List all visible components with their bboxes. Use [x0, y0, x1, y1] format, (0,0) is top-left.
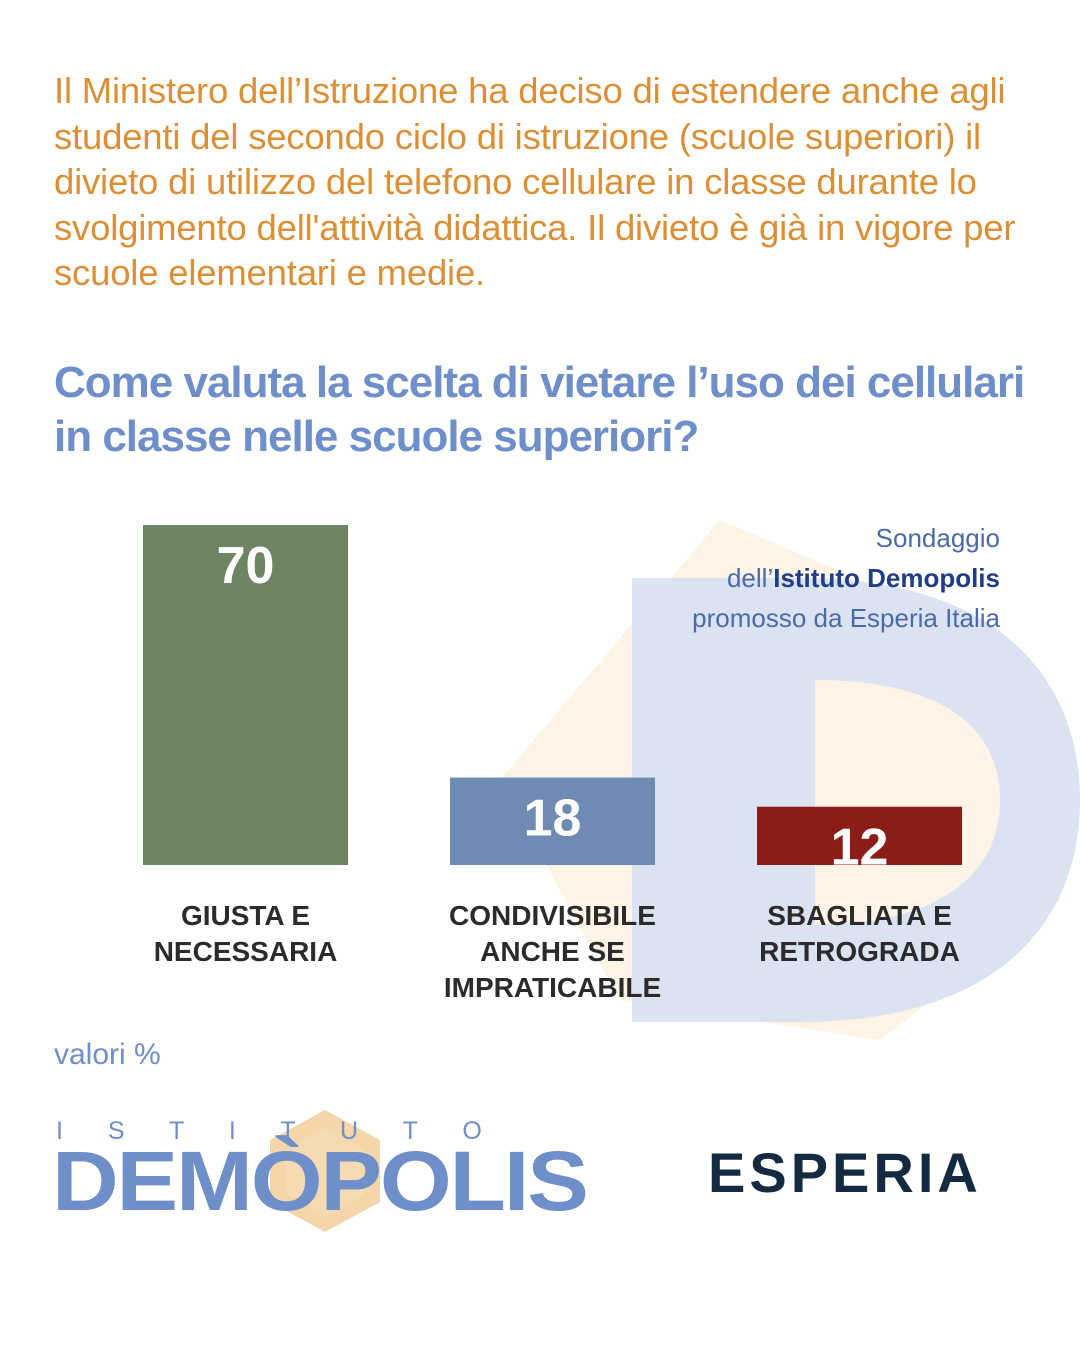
source-credit: Sondaggio dell’Istituto Demopolis promos…	[692, 518, 1000, 638]
bar-1	[143, 525, 348, 865]
bar-chart: 70 GIUSTA E NECESSARIA 18 CONDIVISIBILE ANCHE…	[143, 525, 962, 1003]
source-line-1: Sondaggio	[875, 523, 1000, 553]
unit-note: valori %	[54, 1038, 161, 1071]
bar-value-label-2: 18	[524, 790, 582, 848]
bar-value-label-1: 70	[217, 537, 275, 595]
source-line-3: promosso da Esperia Italia	[692, 603, 1000, 633]
bar-value-label-3: 12	[831, 819, 889, 877]
demopolis-logo-top: I S T I T U T O	[56, 1118, 616, 1144]
category-label-3: SBAGLIATA E RETROGRADA	[759, 900, 960, 967]
category-label-2: CONDIVISIBILE ANCHE SE IMPRATICABILE	[444, 900, 661, 1003]
intro-text: Il Ministero dell’Istruzione ha deciso d…	[54, 70, 1016, 293]
source-prefix: dell’	[726, 563, 774, 593]
demopolis-logo-top-text: I S T I T U T O	[56, 1117, 482, 1145]
esperia-logo: ESPERIA	[708, 1141, 982, 1204]
survey-question: Come valuta la scelta di vietare l’uso d…	[54, 358, 1025, 461]
bar-3	[757, 806, 962, 865]
demopolis-logo: I S T I T U T O DEMÒPOLIS	[52, 1110, 622, 1232]
esperia-logo-wordmark: ESPERIA	[708, 1141, 982, 1204]
source-line-2: dell’Istituto Demopolis	[692, 558, 1000, 598]
demopolis-logo-wordmark: DEMÒPOLIS	[52, 1134, 589, 1228]
source-org: Istituto Demopolis	[773, 563, 1000, 593]
background-letter-d	[632, 578, 1080, 1022]
demopolis-logo-emblem	[270, 1110, 380, 1232]
category-label-1: GIUSTA E NECESSARIA	[154, 900, 338, 967]
bar-2	[450, 777, 655, 865]
